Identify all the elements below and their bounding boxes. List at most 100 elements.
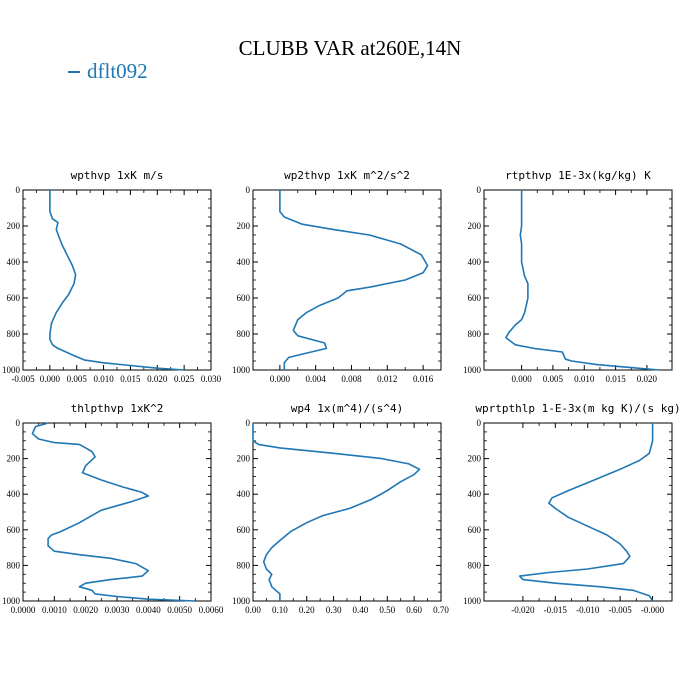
panel-title: wpthvp 1xK m/s — [71, 169, 164, 182]
x-tick-label: -0.005 — [11, 374, 35, 384]
y-tick-label: 600 — [468, 525, 482, 535]
y-tick-label: 1000 — [2, 365, 21, 375]
x-tick-label: 0.20 — [299, 605, 315, 615]
series-line-dflt092 — [279, 190, 429, 370]
x-tick-label: 0.000 — [270, 374, 291, 384]
y-tick-label: 600 — [237, 293, 251, 303]
y-tick-label: 400 — [7, 257, 21, 267]
x-tick-label: -0.005 — [609, 605, 633, 615]
y-tick-label: 0 — [246, 418, 251, 428]
y-tick-label: 200 — [468, 454, 482, 464]
x-tick-label: 0.005 — [543, 374, 564, 384]
y-tick-label: 400 — [468, 489, 482, 499]
x-tick-label: 0.70 — [433, 605, 449, 615]
y-tick-label: 600 — [237, 525, 251, 535]
series-line-dflt092 — [505, 190, 660, 371]
y-tick-label: 1000 — [232, 596, 251, 606]
y-tick-label: 600 — [7, 525, 21, 535]
x-tick-label: 0.40 — [353, 605, 369, 615]
y-tick-label: 1000 — [463, 596, 482, 606]
y-tick-label: 200 — [7, 454, 21, 464]
plot-frame — [252, 189, 442, 371]
y-tick-label: 400 — [237, 489, 251, 499]
x-tick-label: 0.004 — [306, 374, 327, 384]
plot-frame — [22, 422, 212, 602]
series-line-dflt092 — [49, 190, 185, 371]
y-tick-label: 0 — [477, 185, 482, 195]
plot-panel-2: wp2thvp 1xK m^2/s^2 0 200 400 600 800 1000 0.00… — [232, 169, 442, 384]
x-tick-label: 0.030 — [201, 374, 222, 384]
series-line-dflt092 — [252, 423, 421, 601]
panel-title: thlpthvp 1xK^2 — [71, 402, 164, 415]
legend: dflt092 — [68, 59, 148, 84]
y-tick-label: 800 — [237, 560, 251, 570]
x-tick-label: -0.015 — [544, 605, 568, 615]
y-tick-label: 200 — [468, 221, 482, 231]
x-tick-label: 0.00 — [245, 605, 261, 615]
y-tick-label: 800 — [7, 560, 21, 570]
legend-label: dflt092 — [87, 59, 148, 83]
y-tick-label: 0 — [246, 185, 251, 195]
x-tick-label: 0.0020 — [73, 605, 98, 615]
y-tick-label: 1000 — [232, 365, 251, 375]
series-line-dflt092 — [31, 422, 196, 602]
x-tick-label: 0.012 — [377, 374, 397, 384]
panel-title: wprtpthlp 1-E-3x(m kg K)/(s kg) — [475, 402, 680, 415]
x-tick-label: 0.000 — [40, 374, 61, 384]
x-tick-label: 0.016 — [413, 374, 434, 384]
x-tick-label: 0.60 — [406, 605, 422, 615]
y-tick-label: 1000 — [2, 596, 21, 606]
y-tick-label: 800 — [468, 560, 482, 570]
legend-line-swatch — [68, 70, 80, 73]
x-tick-label: 0.0010 — [42, 605, 67, 615]
x-tick-label: 0.020 — [637, 374, 658, 384]
y-tick-label: 0 — [16, 418, 21, 428]
y-tick-label: 800 — [7, 329, 21, 339]
x-tick-label: -0.020 — [511, 605, 535, 615]
x-tick-label: 0.010 — [93, 374, 114, 384]
y-tick-label: 400 — [7, 489, 21, 499]
x-tick-label: 0.30 — [326, 605, 342, 615]
x-tick-label: 0.0050 — [167, 605, 192, 615]
x-tick-label: 0.010 — [574, 374, 595, 384]
x-tick-label: 0.005 — [67, 374, 88, 384]
x-tick-label: 0.015 — [120, 374, 141, 384]
y-tick-label: 600 — [468, 293, 482, 303]
x-tick-label: 0.0030 — [105, 605, 130, 615]
plot-panel-3: rtpthvp 1E-3x(kg/kg) K 0 200 400 600 800 1000 0… — [463, 169, 673, 384]
plot-frame — [483, 422, 673, 602]
plot-panel-6: wprtpthlp 1-E-3x(m kg K)/(s kg) 0 200 400 60… — [463, 402, 681, 615]
plot-panel-1: wpthvp 1xK m/s 0 200 400 600 800 1000-0.005 0.0… — [2, 169, 222, 384]
x-tick-label: 0.015 — [605, 374, 626, 384]
x-tick-label: -0.000 — [641, 605, 665, 615]
y-tick-label: 200 — [237, 454, 251, 464]
plot-frame — [252, 422, 442, 602]
y-tick-label: 600 — [7, 293, 21, 303]
y-tick-label: 200 — [237, 221, 251, 231]
x-tick-label: 0.0040 — [136, 605, 161, 615]
x-tick-label: 0.10 — [272, 605, 288, 615]
figure-title: CLUBB VAR at260E,14N — [238, 36, 462, 60]
y-tick-label: 800 — [237, 329, 251, 339]
x-tick-label: 0.0000 — [11, 605, 36, 615]
x-tick-label: 0.0060 — [199, 605, 224, 615]
y-tick-label: 400 — [237, 257, 251, 267]
x-tick-label: -0.010 — [576, 605, 600, 615]
panel-title: rtpthvp 1E-3x(kg/kg) K — [505, 169, 651, 182]
x-tick-label: 0.50 — [379, 605, 395, 615]
y-tick-label: 400 — [468, 257, 482, 267]
x-tick-label: 0.008 — [341, 374, 362, 384]
panel-title: wp4 1x(m^4)/(s^4) — [291, 402, 404, 415]
y-tick-label: 200 — [7, 221, 21, 231]
y-tick-label: 800 — [468, 329, 482, 339]
y-tick-label: 1000 — [463, 365, 482, 375]
panel-title: wp2thvp 1xK m^2/s^2 — [284, 169, 410, 182]
x-tick-label: 0.025 — [174, 374, 195, 384]
y-tick-label: 0 — [16, 185, 21, 195]
series-line-dflt092 — [518, 423, 654, 602]
x-tick-label: 0.020 — [147, 374, 168, 384]
